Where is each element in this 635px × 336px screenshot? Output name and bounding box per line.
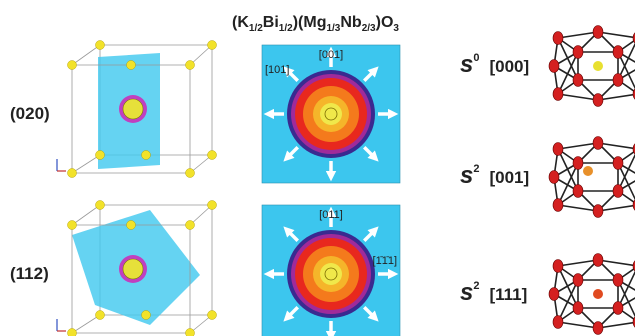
atom [186, 169, 195, 178]
atom [96, 41, 105, 50]
title-part: )O [376, 14, 394, 31]
oxygen-atom [553, 32, 563, 45]
atom [127, 61, 136, 70]
map-label: [011] [319, 209, 343, 221]
title-part: 1/2 [249, 23, 263, 34]
state-symbol: s [460, 162, 473, 189]
figure: (K1/2Bi1/2)(Mg1/3Nb2/3)O3 (020)[001][101… [0, 0, 635, 336]
atom [208, 311, 217, 320]
center-atom [593, 289, 603, 299]
state-direction: [001] [489, 168, 529, 187]
state-symbol: s [460, 51, 473, 78]
oxygen-atom [613, 274, 623, 287]
atom [68, 221, 77, 230]
oxygen-atom [613, 302, 623, 315]
oxygen-atom [613, 157, 623, 170]
oxygen-atom [573, 157, 583, 170]
oxygen-atom [613, 74, 623, 87]
atom [96, 311, 105, 320]
row-label: (020) [10, 104, 50, 123]
center-atom [593, 61, 603, 71]
map-label: [001] [319, 49, 343, 61]
oxygen-atom [549, 288, 559, 301]
atom [208, 201, 217, 210]
atom [142, 311, 151, 320]
oxygen-atom [593, 254, 603, 267]
cell-edge [72, 205, 100, 225]
oxygen-atom [549, 60, 559, 73]
atom [186, 329, 195, 336]
density-core [123, 259, 143, 279]
oxygen-atom [593, 322, 603, 335]
oxygen-atom [553, 143, 563, 156]
cell-edge [72, 315, 100, 333]
state-direction: [000] [489, 57, 529, 76]
oxygen-atom [573, 185, 583, 198]
state-superscript: 0 [473, 52, 479, 64]
density-core [123, 99, 143, 119]
atom [208, 151, 217, 160]
state-label: s0 [000] [460, 51, 529, 78]
state-label: s2 [001] [460, 162, 529, 189]
unit-cell [57, 201, 217, 336]
map-label: [101] [265, 64, 289, 76]
oxygen-atom [573, 302, 583, 315]
center-atom [583, 166, 593, 176]
cluster [549, 137, 635, 218]
atom [68, 169, 77, 178]
oxygen-atom [593, 137, 603, 150]
state-superscript: 2 [473, 163, 479, 175]
density-contour [320, 263, 342, 285]
unit-cell [57, 41, 217, 178]
density-contour [320, 103, 342, 125]
oxygen-atom [593, 205, 603, 218]
cluster [549, 254, 635, 335]
oxygen-atom [613, 185, 623, 198]
atom [208, 41, 217, 50]
state-label: s2 [111] [460, 279, 527, 306]
map-label: [1̄1̄1] [373, 255, 397, 267]
cell-edge [72, 155, 100, 173]
oxygen-atom [573, 274, 583, 287]
oxygen-atom [573, 46, 583, 59]
title-part: (K [232, 14, 249, 31]
state-symbol: s [460, 279, 473, 306]
state-direction: [111] [489, 285, 527, 304]
atom [96, 151, 105, 160]
cluster [549, 26, 635, 107]
title-part: Nb [340, 14, 362, 31]
oxygen-atom [553, 88, 563, 101]
title-part: Bi [263, 14, 279, 31]
atom [186, 221, 195, 230]
oxygen-atom [613, 46, 623, 59]
title-part: 1/3 [326, 23, 340, 34]
oxygen-atom [593, 94, 603, 107]
oxygen-atom [553, 260, 563, 273]
title-part: )(Mg [293, 14, 327, 31]
title-part: 3 [393, 23, 399, 34]
atom [96, 201, 105, 210]
title-part: 1/2 [279, 23, 293, 34]
oxygen-atom [593, 26, 603, 39]
atom [68, 329, 77, 336]
oxygen-atom [549, 171, 559, 184]
atom [142, 151, 151, 160]
atom [186, 61, 195, 70]
oxygen-atom [553, 199, 563, 212]
oxygen-atom [573, 74, 583, 87]
cell-edge [72, 45, 100, 65]
title: (K1/2Bi1/2)(Mg1/3Nb2/3)O3 [232, 14, 399, 34]
state-superscript: 2 [473, 280, 479, 292]
atom [68, 61, 77, 70]
oxygen-atom [553, 316, 563, 329]
row-label: (112) [10, 264, 49, 283]
atom [127, 221, 136, 230]
title-part: 2/3 [362, 23, 376, 34]
